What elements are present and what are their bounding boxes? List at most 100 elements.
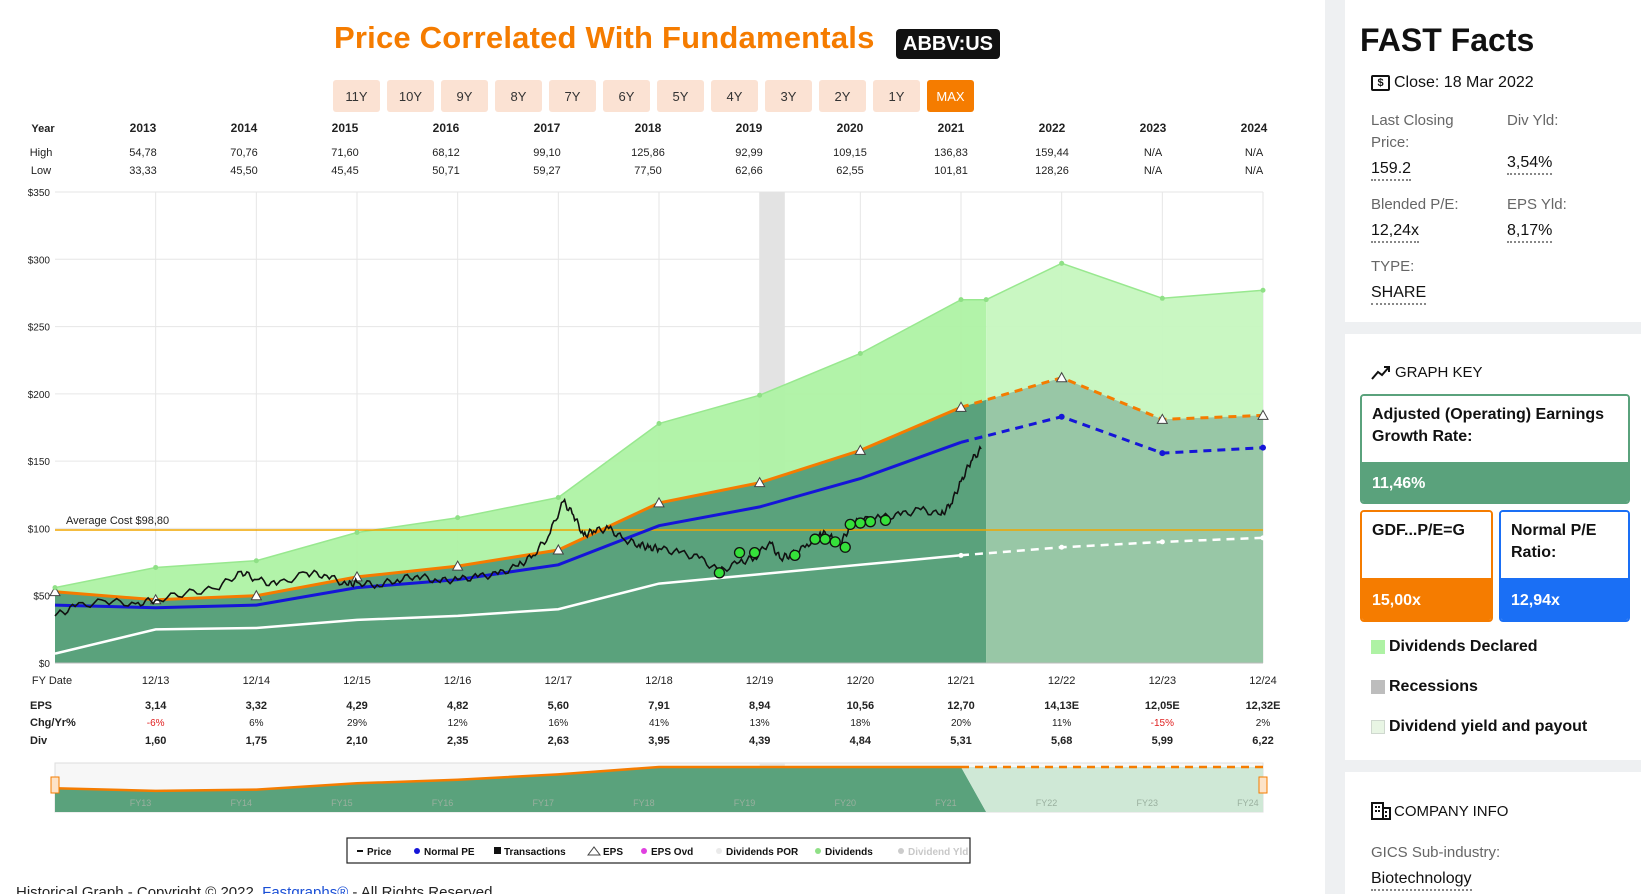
- gdf-pe-value: 15,00x: [1362, 578, 1491, 620]
- gdf-pe-label: GDF...P/E=G: [1362, 512, 1491, 578]
- eps-yld-value[interactable]: 8,17%: [1507, 222, 1553, 243]
- main-panel: Price Correlated With Fundamentals ABBV:…: [0, 20, 1325, 894]
- mini-fy-label: FY13: [130, 798, 152, 808]
- low-value: 50,71: [432, 165, 460, 177]
- range-button-8y[interactable]: 8Y: [495, 80, 542, 112]
- eps-value: 3,14: [145, 700, 167, 712]
- legend-recessions[interactable]: Recessions: [1371, 678, 1478, 696]
- year-header: 2024: [1241, 121, 1268, 135]
- eps-value: 4,29: [346, 700, 367, 712]
- dividends-marker: [253, 558, 259, 564]
- range-button-7y[interactable]: 7Y: [549, 80, 596, 112]
- mini-fy-label: FY22: [1036, 798, 1058, 808]
- yield-marker: [1260, 535, 1266, 541]
- legend-item-label[interactable]: Price: [367, 847, 392, 858]
- range-button-9y[interactable]: 9Y: [441, 80, 488, 112]
- mini-fy-label: FY15: [331, 798, 353, 808]
- last-closing-value[interactable]: 159.2: [1371, 160, 1412, 181]
- chg-yr-value: 11%: [1052, 718, 1071, 729]
- dividends-marker: [757, 392, 763, 398]
- copyright-prefix: Historical Graph - Copyright © 2022,: [16, 884, 263, 894]
- mini-handle-right[interactable]: [1258, 776, 1268, 794]
- legend-dividends-declared[interactable]: Dividends Declared: [1371, 638, 1538, 656]
- legend-dot-symbol: [641, 848, 647, 854]
- div-yld-value[interactable]: 3,54%: [1507, 154, 1553, 175]
- gics-value[interactable]: Biotechnology: [1371, 870, 1472, 891]
- range-button-6y[interactable]: 6Y: [603, 80, 650, 112]
- normal-pe-box: Normal P/E Ratio: 12,94x: [1499, 510, 1630, 622]
- legend-item-label[interactable]: Dividends POR: [726, 847, 799, 858]
- range-button-max[interactable]: MAX: [927, 80, 974, 112]
- mini-handle-left[interactable]: [50, 776, 60, 794]
- div-value: 1,75: [246, 735, 267, 747]
- transaction-marker: [879, 514, 892, 527]
- eps-marker: [1156, 413, 1169, 424]
- range-button-10y[interactable]: 10Y: [387, 80, 434, 112]
- chart-legend-box: [346, 837, 971, 864]
- mini-fy-label: FY19: [734, 798, 756, 808]
- legend-square-symbol: [494, 847, 501, 854]
- price-chart[interactable]: Year High Low 2013 54,78 33,33 2014 70,76 45,50 2…: [0, 112, 1325, 882]
- fastgraphs-link[interactable]: Fastgraphs®: [262, 884, 349, 894]
- range-button-2y[interactable]: 2Y: [819, 80, 866, 112]
- range-button-4y[interactable]: 4Y: [711, 80, 758, 112]
- year-header: 2022: [1039, 121, 1066, 135]
- dividend-yield-line: [54, 554, 962, 655]
- eps-value: 12,70: [947, 700, 975, 712]
- close-date: Close: 18 Mar 2022: [1394, 74, 1534, 91]
- growth-rate-label: Adjusted (Operating) Earnings Growth Rat…: [1362, 396, 1628, 462]
- dividends-marker: [354, 529, 360, 535]
- type-value[interactable]: SHARE: [1371, 284, 1427, 305]
- fy-date-label: 12/19: [746, 675, 774, 687]
- low-value: 62,55: [836, 165, 864, 177]
- fy-date-label: 12/21: [947, 675, 975, 687]
- graph-key-card: GRAPH KEY Adjusted (Operating) Earnings …: [1345, 334, 1641, 760]
- range-button-5y[interactable]: 5Y: [657, 80, 704, 112]
- high-value: N/A: [1245, 147, 1264, 159]
- gics-label: GICS Sub-industry:: [1371, 844, 1501, 861]
- eps-marker: [552, 543, 565, 555]
- blended-pe-value[interactable]: 12,24x: [1371, 222, 1420, 243]
- legend-item-label[interactable]: EPS Ovd: [651, 847, 693, 858]
- eps-value: 10,56: [847, 700, 875, 712]
- eps-value: 14,13E: [1044, 700, 1079, 712]
- transaction-marker: [844, 518, 856, 531]
- legend-triangle-symbol: [587, 846, 601, 856]
- div-value: 2,35: [447, 735, 468, 747]
- legend-item-label[interactable]: Dividends: [825, 847, 873, 858]
- range-button-11y[interactable]: 11Y: [333, 80, 380, 112]
- high-value: 68,12: [432, 147, 460, 159]
- chg-yr-value: 2%: [1256, 718, 1271, 729]
- legend-item-label[interactable]: Normal PE: [424, 847, 475, 858]
- dividend-yield-swatch: [1371, 720, 1385, 734]
- chg-yr-value: -6%: [147, 718, 165, 729]
- chg-yr-value: -15%: [1151, 718, 1174, 729]
- row-label-div: Div: [30, 735, 48, 747]
- legend-item-label[interactable]: Transactions: [504, 847, 566, 858]
- legend-item-label[interactable]: Dividend Yld: [908, 847, 968, 858]
- fy-date-label: 12/24: [1249, 675, 1277, 687]
- fast-facts-title: FAST Facts: [1360, 22, 1535, 58]
- legend-dot-symbol: [414, 848, 420, 854]
- high-value: 125,86: [631, 147, 665, 159]
- dividends-marker: [656, 420, 662, 426]
- year-header: 2019: [736, 121, 763, 135]
- y-tick-label: $50: [33, 592, 50, 603]
- chg-yr-value: 6%: [249, 718, 264, 729]
- row-label-year: Year: [31, 123, 55, 135]
- low-value: N/A: [1144, 165, 1163, 177]
- eps-marker: [753, 476, 766, 488]
- trend-line-icon: [1371, 365, 1390, 380]
- low-value: 77,50: [634, 165, 662, 177]
- legend-dividend-yield[interactable]: Dividend yield and payout: [1371, 718, 1587, 736]
- y-tick-label: $300: [28, 255, 51, 266]
- eps-line-estimate: [960, 376, 1264, 421]
- range-button-3y[interactable]: 3Y: [765, 80, 812, 112]
- range-button-1y[interactable]: 1Y: [873, 80, 920, 112]
- eps-marker: [451, 560, 464, 571]
- transaction-marker: [839, 541, 851, 553]
- close-date-row: $ Close: 18 Mar 2022: [1371, 74, 1534, 92]
- normal-pe-label: Normal P/E Ratio:: [1501, 512, 1628, 578]
- legend-item-label[interactable]: EPS: [603, 847, 623, 858]
- fy-date-label: 12/17: [545, 675, 573, 687]
